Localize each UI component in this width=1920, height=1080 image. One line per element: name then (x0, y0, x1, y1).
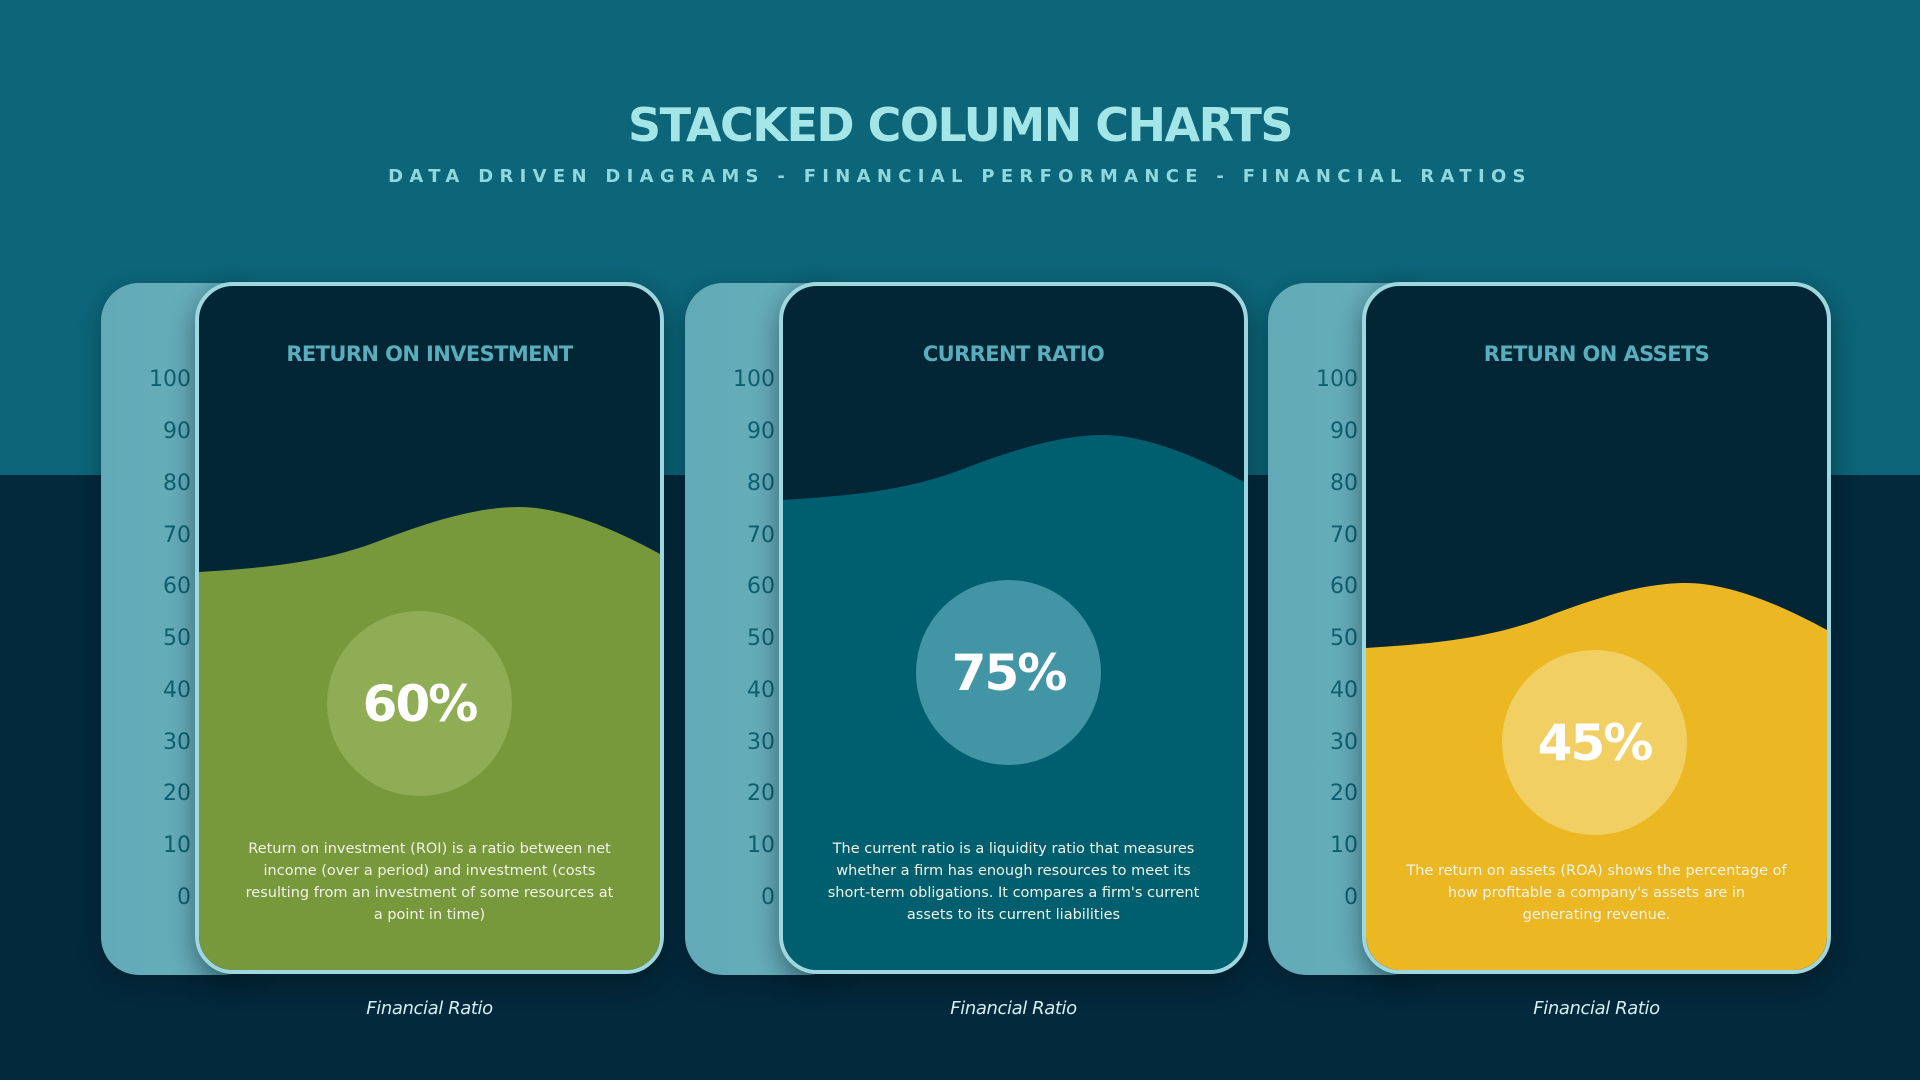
y-tick-label: 10 (1330, 833, 1358, 858)
value-label: 75% (951, 643, 1068, 702)
y-tick-label: 70 (163, 523, 191, 548)
y-tick-label: 40 (1330, 678, 1358, 703)
y-tick-label: 50 (747, 626, 775, 651)
y-tick-label: 50 (1330, 626, 1358, 651)
card-title: CURRENT RATIO (922, 342, 1105, 366)
value-label: 45% (1537, 713, 1654, 772)
y-tick-label: 60 (163, 574, 191, 599)
y-tick-label: 60 (747, 574, 775, 599)
x-axis-label: Financial Ratio (366, 998, 493, 1019)
value-circle: 60% (327, 611, 512, 796)
y-tick-label: 100 (149, 367, 191, 392)
card-description: The current ratio is a liquidity ratio t… (827, 841, 1200, 923)
chart-group-roa: 100 90 80 70 60 50 40 30 20 10 0 RETURN … (1268, 282, 1832, 1019)
y-tick-label: 50 (163, 626, 191, 651)
y-tick-label: 20 (1330, 781, 1358, 806)
y-tick-label: 10 (747, 833, 775, 858)
y-tick-label: 0 (761, 885, 775, 910)
chart-card-current-ratio: CURRENT RATIO 75% The current ratio is a… (779, 282, 1248, 974)
value-label: 60% (362, 674, 479, 733)
y-tick-label: 30 (747, 730, 775, 755)
y-tick-label: 10 (163, 833, 191, 858)
y-tick-label: 80 (1330, 471, 1358, 496)
chart-group-roi: 100 90 80 70 60 50 40 30 20 10 0 RETURN … (101, 282, 665, 1019)
page-title: STACKED COLUMN CHARTS (628, 98, 1293, 152)
y-tick-label: 30 (1330, 730, 1358, 755)
x-axis-label: Financial Ratio (950, 998, 1077, 1019)
y-tick-label: 40 (747, 678, 775, 703)
value-circle: 45% (1502, 650, 1687, 835)
y-tick-label: 100 (1316, 367, 1358, 392)
card-title: RETURN ON ASSETS (1483, 342, 1710, 366)
y-tick-label: 90 (1330, 419, 1358, 444)
card-title: RETURN ON INVESTMENT (286, 342, 573, 366)
y-tick-label: 0 (177, 885, 191, 910)
y-tick-label: 90 (747, 419, 775, 444)
value-circle: 75% (916, 580, 1101, 765)
card-description: Return on investment (ROI) is a ratio be… (245, 841, 614, 923)
y-tick-label: 20 (163, 781, 191, 806)
y-tick-label: 0 (1344, 885, 1358, 910)
y-tick-label: 70 (1330, 523, 1358, 548)
y-tick-label: 40 (163, 678, 191, 703)
y-tick-label: 90 (163, 419, 191, 444)
y-tick-label: 100 (733, 367, 775, 392)
page-subtitle: DATA DRIVEN DIAGRAMS - FINANCIAL PERFORM… (388, 166, 1532, 187)
y-tick-label: 80 (163, 471, 191, 496)
y-tick-label: 80 (747, 471, 775, 496)
chart-group-current-ratio: 100 90 80 70 60 50 40 30 20 10 0 CURRENT… (685, 282, 1249, 1019)
chart-card-roa: RETURN ON ASSETS 45% The return on asset… (1362, 282, 1831, 974)
y-tick-label: 60 (1330, 574, 1358, 599)
y-tick-label: 70 (747, 523, 775, 548)
chart-card-roi: RETURN ON INVESTMENT 60% Return on inves… (195, 282, 664, 974)
y-tick-label: 30 (163, 730, 191, 755)
x-axis-label: Financial Ratio (1533, 998, 1660, 1019)
y-tick-label: 20 (747, 781, 775, 806)
card-description: The return on assets (ROA) shows the per… (1406, 863, 1787, 923)
